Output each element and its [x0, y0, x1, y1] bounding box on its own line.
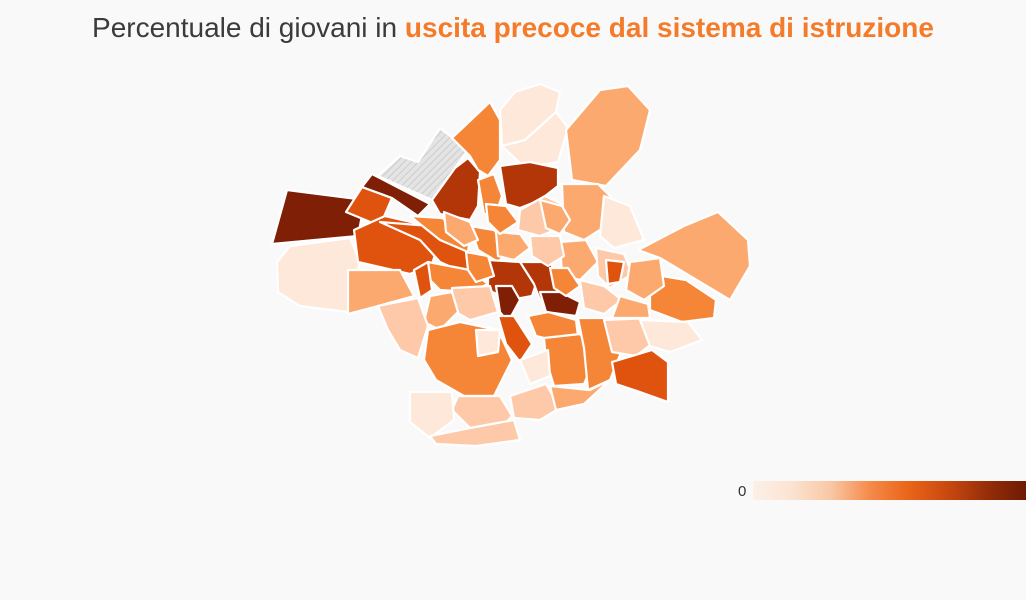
map-region[interactable] — [636, 210, 752, 302]
map-region[interactable] — [624, 256, 666, 302]
map-region[interactable] — [610, 294, 652, 320]
map-region[interactable] — [648, 272, 718, 324]
map-region[interactable] — [484, 202, 520, 236]
map-region[interactable] — [538, 198, 572, 236]
title-prefix: Percentuale di giovani in — [92, 12, 405, 43]
legend-min-label: 0 — [738, 483, 747, 500]
map-region[interactable] — [346, 268, 416, 316]
map-region[interactable] — [270, 188, 367, 246]
map-region[interactable] — [450, 284, 500, 322]
map-region[interactable] — [496, 314, 534, 364]
map-region[interactable] — [464, 250, 496, 284]
map-region[interactable] — [494, 230, 532, 262]
title-highlight: uscita precoce dal sistema di istruzione — [404, 12, 934, 43]
map-region[interactable] — [548, 266, 582, 298]
map-title: Percentuale di giovani in uscita precoce… — [0, 12, 1026, 44]
map-region[interactable] — [360, 172, 432, 218]
legend-color-bar — [753, 481, 1026, 500]
map-region[interactable] — [494, 284, 522, 324]
map-region[interactable] — [442, 210, 480, 248]
map-region[interactable] — [518, 348, 552, 386]
map-region[interactable] — [548, 378, 612, 412]
map-region[interactable] — [538, 290, 582, 318]
map-region[interactable] — [604, 258, 626, 286]
map-region[interactable] — [376, 296, 430, 360]
map-region[interactable] — [408, 390, 456, 440]
map-region[interactable] — [528, 234, 566, 268]
map-region[interactable] — [412, 260, 434, 300]
map-region[interactable] — [610, 348, 670, 404]
map-region[interactable] — [564, 84, 652, 188]
map-region[interactable] — [598, 194, 646, 250]
map-region[interactable] — [428, 418, 522, 448]
map-region[interactable] — [508, 382, 562, 422]
map-regions — [270, 82, 752, 448]
map-region[interactable] — [474, 328, 502, 358]
map-region[interactable] — [578, 278, 624, 316]
map-region[interactable] — [450, 100, 502, 178]
map-region[interactable] — [638, 318, 704, 354]
